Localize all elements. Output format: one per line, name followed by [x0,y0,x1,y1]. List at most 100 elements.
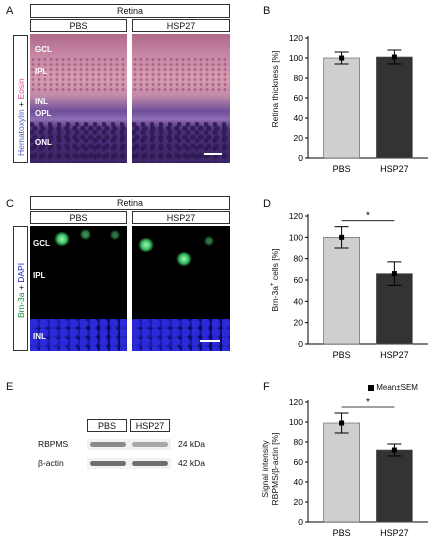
panel-a-side-label: Hematoxylin + Eosin [16,78,26,156]
panel-a-header: Retina [30,4,230,18]
he-image-pbs: GCL IPL INL OPL ONL [30,34,127,163]
panel-a-side-box [13,35,28,163]
layer-label-gcl: GCL [35,45,52,54]
panel-letter-d: D [263,198,271,210]
significance-star: * [366,397,370,408]
y-tick-label: 120 [289,397,303,407]
y-tick-label: 80 [294,437,304,447]
panel-a-group-pbs: PBS [30,19,127,32]
ylabel-sup: + [270,282,277,287]
brn3a-label: Brn-3a [16,292,26,318]
dapi-inl-band [30,318,127,351]
y-tick-label: 40 [294,477,304,487]
blot-row-actin [87,458,171,469]
y-tick-label: 80 [294,73,304,83]
panel-e-group-hsp27: HSP27 [130,419,170,432]
y-tick-label: 100 [289,232,303,242]
side-plus: + [16,285,26,291]
panel-a-group-hsp27: HSP27 [132,19,230,32]
legend-label: Mean±SEM [376,383,418,392]
y-tick-label: 80 [294,254,304,264]
panel-c-header: Retina [30,196,230,210]
panel-c-group-pbs: PBS [30,211,127,224]
blot-band [132,461,168,466]
y-tick-label: 120 [289,211,303,221]
y-tick-label: 100 [289,417,303,427]
y-tick-label: 20 [294,133,304,143]
eosin-label: Eosin [16,78,26,100]
x-tick-label: HSP27 [380,528,409,538]
layer-label-inl: INL [33,332,46,341]
panel-letter-e: E [6,381,14,393]
layer-label-ipl: IPL [33,271,46,280]
panel-letter-f: F [263,381,270,393]
panel-letter-b: B [263,5,271,17]
significance-star: * [366,211,370,222]
dapi-inl-band [132,318,230,351]
rgc-cell [176,252,192,266]
bar-pbs [323,422,360,523]
panel-c-side-label: Brn-3a + DAPI [16,263,26,318]
onl-cells [30,121,127,163]
blot-row-rbpms-size: 24 kDa [178,439,205,449]
layer-label-onl: ONL [35,138,52,147]
panel-letter-c: C [6,198,14,210]
layer-label-gcl: GCL [33,239,50,248]
blot-band [90,442,126,447]
y-tick-label: 60 [294,93,304,103]
panel-c-side-box [13,226,28,351]
x-tick-label: PBS [333,528,351,538]
scale-bar [200,340,220,342]
y-tick-label: 60 [294,457,304,467]
scale-bar [204,153,222,155]
y-tick-label: 60 [294,275,304,285]
ipl-texture [132,57,230,94]
blot-row-rbpms-label: RBPMS [38,439,69,449]
blot-band [90,461,126,466]
bar-hsp27 [376,56,413,159]
blot-row-actin-size: 42 kDa [178,458,205,468]
y-tick-label: 0 [298,339,303,349]
panel-e-group-pbs: PBS [87,419,127,432]
panel-c-group-hsp27: HSP27 [132,211,230,224]
blot-row-rbpms [87,439,171,450]
dapi-label: DAPI [16,262,26,283]
ylabel-line1: Signal intensity [260,440,270,498]
layer-label-inl: INL [35,97,48,106]
ipl-texture [30,57,127,94]
bar-pbs [323,57,360,159]
mean-marker [391,54,397,60]
y-tick-label: 40 [294,296,304,306]
x-tick-label: PBS [333,350,351,360]
layer-label-opl: OPL [35,109,52,118]
blot-row-actin-label: β-actin [38,458,64,468]
hematoxylin-label: Hematoxylin [16,109,26,156]
chart-d: 0 20 40 60 80 100 120 PBS HSP27 * [289,211,428,360]
mean-marker [391,271,397,277]
he-image-hsp27 [132,34,230,163]
x-tick-label: PBS [333,164,351,174]
rgc-cell [204,236,214,246]
onl-cells [132,121,230,163]
mean-marker [339,55,345,61]
y-tick-label: 100 [289,53,303,63]
rgc-cell [138,238,154,252]
bar-pbs [323,237,360,345]
mean-marker [339,420,345,426]
mean-marker [339,234,345,240]
x-tick-label: HSP27 [380,164,409,174]
chart-f-ylabel: Signal intensity RBPMS/β-actin [%] [260,409,280,529]
chart-f: 0 20 40 60 80 100 120 PBS HSP27 * [289,397,428,538]
rgc-cell [80,229,91,240]
fluor-image-hsp27 [132,226,230,351]
bar-hsp27 [376,449,413,523]
rgc-cell [110,230,120,240]
side-plus: + [16,101,26,107]
y-tick-label: 0 [298,517,303,527]
panel-letter-a: A [6,5,14,17]
legend-marker [368,384,374,391]
rgc-cell [54,232,70,246]
blot-band [132,442,168,447]
legend: Mean±SEM [368,383,418,392]
y-tick-label: 20 [294,318,304,328]
